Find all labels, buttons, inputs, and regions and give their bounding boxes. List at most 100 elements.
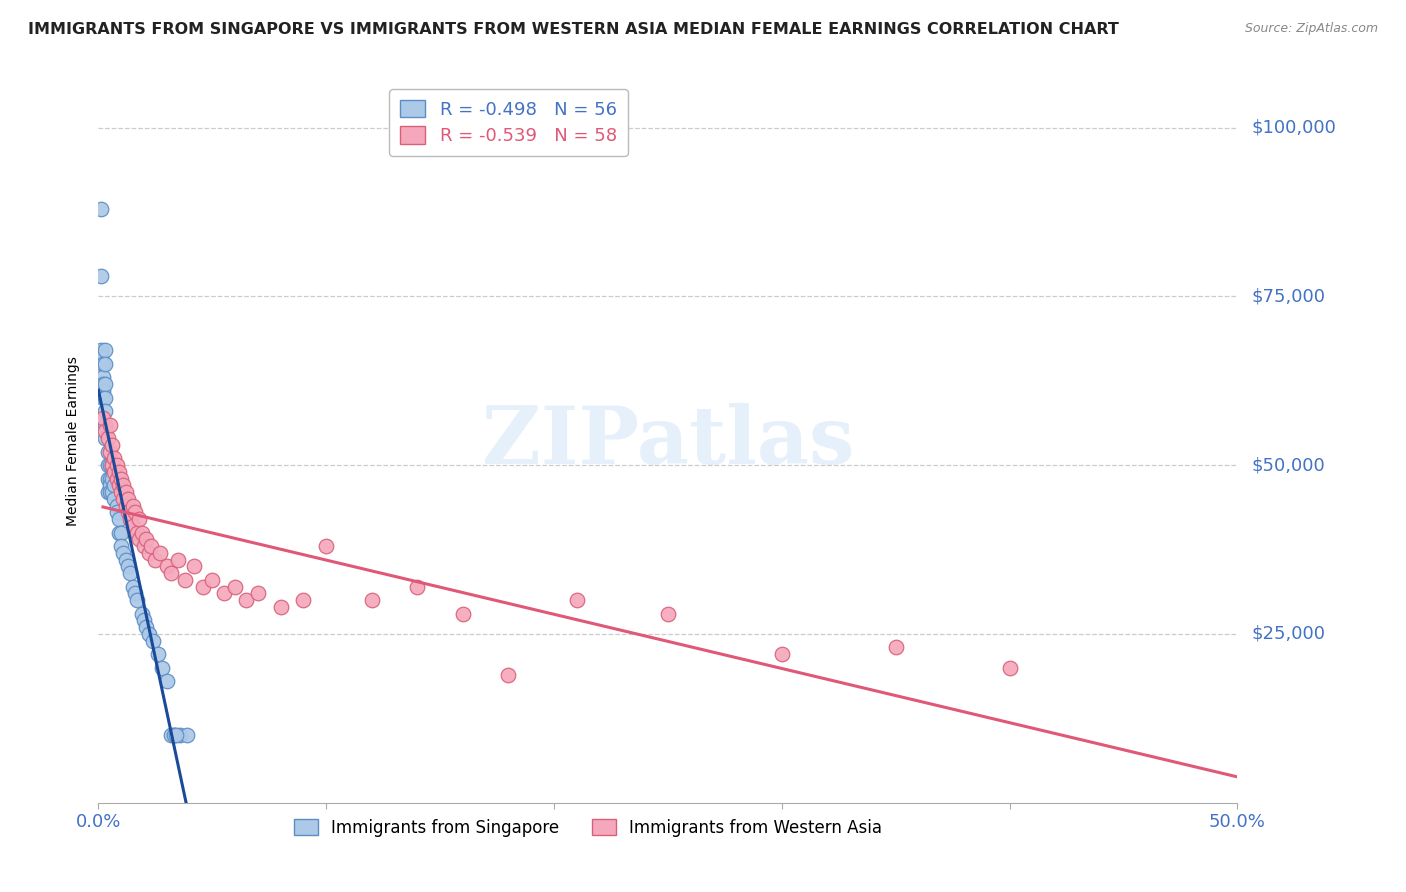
Point [998, 661, 1021, 675]
Point [110, 525, 132, 540]
Point [101, 458, 124, 472]
Point [98, 444, 121, 458]
Point [174, 573, 197, 587]
Point [96, 472, 118, 486]
Point [169, 728, 191, 742]
Y-axis label: Median Female Earnings: Median Female Earnings [66, 357, 80, 526]
Point [121, 499, 143, 513]
Point [105, 505, 128, 519]
Point [162, 728, 184, 742]
Point [138, 546, 160, 560]
Point [150, 661, 173, 675]
Point [91, 391, 114, 405]
Point [121, 519, 143, 533]
Point [128, 533, 150, 547]
Point [167, 552, 190, 566]
Point [96, 485, 118, 500]
Point [96, 444, 118, 458]
Point [139, 539, 162, 553]
Point [105, 472, 128, 486]
Point [105, 499, 128, 513]
Point [131, 525, 153, 540]
Point [94, 343, 117, 358]
Point [105, 458, 128, 472]
Point [132, 614, 155, 628]
Point [127, 525, 149, 540]
Point [98, 472, 121, 486]
Point [124, 586, 146, 600]
Point [101, 458, 124, 472]
Text: Source: ZipAtlas.com: Source: ZipAtlas.com [1244, 22, 1378, 36]
Text: $50,000: $50,000 [1251, 456, 1324, 475]
Point [94, 417, 117, 432]
Point [112, 546, 135, 560]
Point [156, 674, 179, 689]
Point [201, 573, 224, 587]
Point [160, 728, 183, 742]
Point [120, 512, 142, 526]
Point [94, 391, 117, 405]
Point [498, 667, 520, 681]
Point [114, 552, 136, 566]
Point [114, 485, 136, 500]
Point [149, 546, 172, 560]
Point [142, 633, 165, 648]
Point [103, 478, 125, 492]
Point [138, 627, 160, 641]
Text: IMMIGRANTS FROM SINGAPORE VS IMMIGRANTS FROM WESTERN ASIA MEDIAN FEMALE EARNINGS: IMMIGRANTS FROM SINGAPORE VS IMMIGRANTS … [28, 22, 1119, 37]
Point [112, 478, 135, 492]
Point [96, 458, 118, 472]
Point [120, 566, 142, 581]
Point [124, 505, 146, 519]
Point [91, 370, 114, 384]
Point [94, 425, 117, 439]
Point [98, 417, 121, 432]
Point [108, 525, 131, 540]
Point [235, 593, 257, 607]
Point [90, 202, 112, 216]
Point [246, 586, 269, 600]
Point [884, 640, 907, 655]
Point [135, 533, 157, 547]
Point [110, 485, 132, 500]
Point [165, 728, 187, 742]
Point [112, 491, 135, 506]
Text: $100,000: $100,000 [1251, 119, 1336, 136]
Point [193, 580, 215, 594]
Point [108, 465, 131, 479]
Point [117, 491, 139, 506]
Point [91, 411, 114, 425]
Text: $25,000: $25,000 [1251, 625, 1326, 643]
Point [94, 431, 117, 445]
Point [315, 539, 337, 553]
Point [212, 586, 235, 600]
Point [98, 478, 121, 492]
Point [94, 377, 117, 392]
Point [360, 593, 382, 607]
Point [114, 499, 136, 513]
Point [131, 607, 153, 621]
Point [103, 465, 125, 479]
Point [135, 620, 157, 634]
Point [183, 559, 205, 574]
Point [110, 539, 132, 553]
Point [90, 350, 112, 364]
Point [270, 599, 292, 614]
Point [128, 512, 150, 526]
Point [117, 559, 139, 574]
Point [770, 647, 793, 661]
Point [98, 485, 121, 500]
Point [103, 451, 125, 466]
Point [565, 593, 588, 607]
Legend: Immigrants from Singapore, Immigrants from Western Asia: Immigrants from Singapore, Immigrants fr… [285, 810, 890, 845]
Point [156, 559, 179, 574]
Point [160, 566, 183, 581]
Text: $75,000: $75,000 [1251, 287, 1326, 305]
Point [101, 472, 124, 486]
Point [108, 512, 131, 526]
Point [91, 357, 114, 371]
Text: ZIPatlas: ZIPatlas [482, 402, 853, 481]
Point [101, 485, 124, 500]
Point [94, 357, 117, 371]
Point [145, 552, 167, 566]
